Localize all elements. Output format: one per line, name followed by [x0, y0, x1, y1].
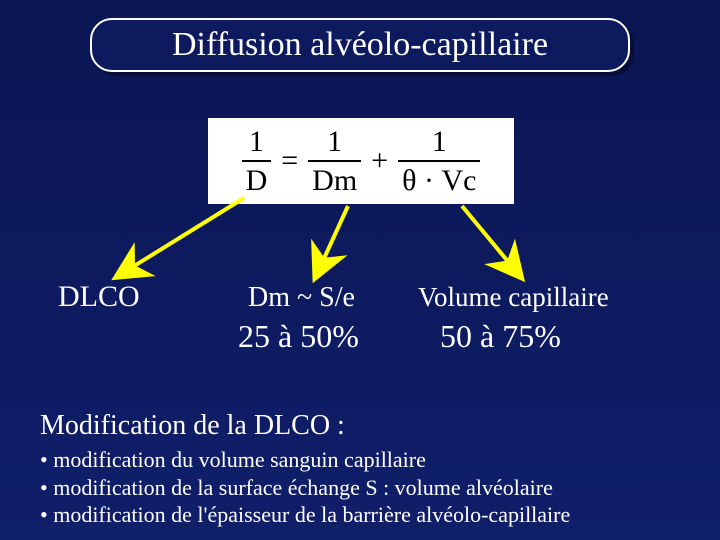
- fraction-bar: [242, 160, 272, 162]
- labels-row: DLCO Dm ~ S/e 25 à 50% Volume capillaire…: [0, 280, 720, 390]
- footer-block: Modification de la DLCO : • modification…: [40, 410, 680, 529]
- plus-sign: +: [371, 144, 388, 178]
- arrow-to-volume: [462, 206, 520, 276]
- footer-bullet-3: • modification de l'épaisseur de la barr…: [40, 501, 680, 529]
- label-dlco: DLCO: [58, 280, 140, 314]
- label-dm-range: 25 à 50%: [238, 318, 359, 355]
- footer-bullet-2: • modification de la surface échange S :…: [40, 474, 680, 502]
- fraction-bar: [308, 160, 361, 162]
- label-volume: Volume capillaire: [418, 282, 609, 313]
- bullet-text: modification de la surface échange S : v…: [53, 475, 553, 500]
- fraction-1-over-thetaVc: 1 θ · Vc: [398, 126, 480, 197]
- label-dm: Dm ~ S/e: [248, 282, 355, 314]
- equals-sign: =: [281, 144, 298, 178]
- footer-heading: Modification de la DLCO :: [40, 410, 680, 442]
- fraction-1-over-D: 1 D: [242, 126, 272, 197]
- arrow-to-dlco: [118, 198, 244, 276]
- numerator: 1: [323, 126, 346, 158]
- title-box: Diffusion alvéolo-capillaire: [90, 18, 630, 72]
- fraction-bar: [398, 160, 480, 162]
- bullet-text: modification du volume sanguin capillair…: [53, 447, 426, 472]
- denominator: θ · Vc: [398, 165, 480, 197]
- fraction-1-over-Dm: 1 Dm: [308, 126, 361, 197]
- denominator: Dm: [308, 165, 361, 197]
- bullet-text: modification de l'épaisseur de la barriè…: [53, 502, 570, 527]
- arrow-to-dm: [316, 206, 348, 276]
- equation-box: 1 D = 1 Dm + 1 θ · Vc: [208, 118, 514, 204]
- numerator: 1: [428, 126, 451, 158]
- footer-bullet-1: • modification du volume sanguin capilla…: [40, 446, 680, 474]
- numerator: 1: [245, 126, 268, 158]
- denominator: D: [242, 165, 272, 197]
- title-text: Diffusion alvéolo-capillaire: [172, 26, 548, 64]
- label-volume-range: 50 à 75%: [440, 318, 561, 355]
